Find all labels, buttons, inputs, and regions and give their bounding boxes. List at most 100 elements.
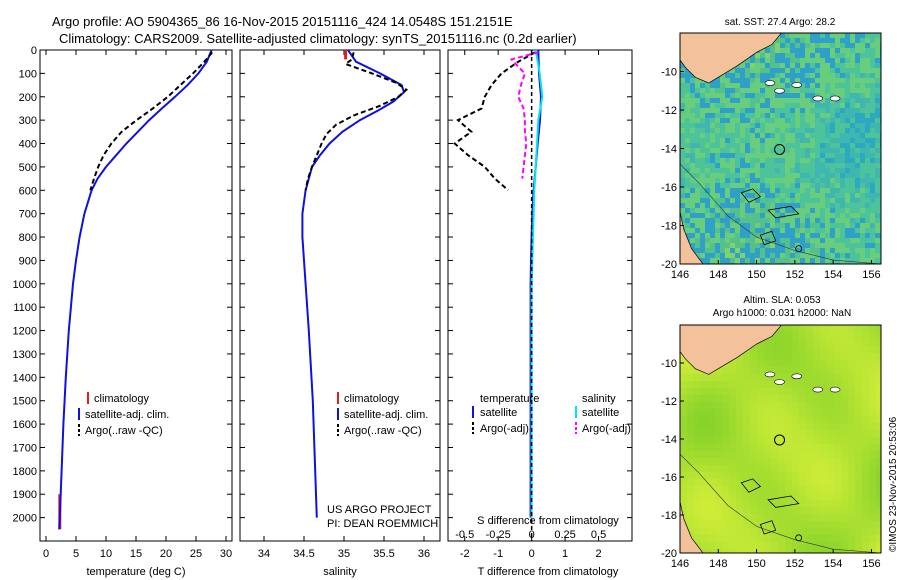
map-cell [876, 458, 881, 466]
map-cell [687, 423, 695, 431]
map-cell [834, 353, 842, 361]
map-cell [860, 193, 866, 199]
map-cell [687, 388, 695, 396]
map-cell [770, 148, 776, 154]
map-cell [680, 458, 688, 466]
map-cell [800, 98, 806, 104]
map-cell [785, 193, 791, 199]
map-cell [820, 103, 826, 109]
map-cell [735, 213, 741, 219]
argo-float-marker [774, 143, 786, 155]
map-cell [805, 213, 811, 219]
map-cell [850, 88, 856, 94]
map-cell [795, 143, 801, 149]
map-cell [875, 148, 881, 154]
map-cell [841, 332, 849, 340]
map-cell [860, 143, 866, 149]
map-cell [848, 325, 856, 333]
map-cell [875, 233, 881, 239]
map-cell [685, 83, 691, 89]
map-cell [840, 213, 846, 219]
map-cell [770, 158, 776, 164]
map-cell [795, 88, 801, 94]
map-cell [685, 108, 691, 114]
map-cell [715, 133, 721, 139]
map-cell [760, 123, 766, 129]
map-cell [827, 430, 835, 438]
map-cell [790, 198, 796, 204]
map-cell [695, 228, 701, 234]
map-cell [806, 332, 814, 340]
map-cell [813, 325, 821, 333]
map-cell [830, 133, 836, 139]
x-tick-label: 1 [562, 548, 568, 560]
map-cell [700, 128, 706, 134]
map-cell [799, 423, 807, 431]
map-cell [750, 158, 756, 164]
map-cell [820, 88, 826, 94]
map-cell [870, 238, 876, 244]
map-cell [765, 168, 771, 174]
map-cell [869, 409, 877, 417]
map-cell [780, 78, 786, 84]
map-cell [855, 123, 861, 129]
map-cell [715, 78, 721, 84]
map-cell [815, 83, 821, 89]
map-cell [862, 500, 870, 508]
map-cell [685, 88, 691, 94]
map-cell [705, 178, 711, 184]
map-cell [695, 173, 701, 179]
map-x-tick-label: 156 [862, 558, 880, 570]
map-cell [708, 381, 716, 389]
map-cell [813, 535, 821, 543]
map-cell [800, 83, 806, 89]
map-cell [770, 213, 776, 219]
map-cell [865, 68, 871, 74]
map-cell [830, 148, 836, 154]
map-cell [715, 208, 721, 214]
map-cell [680, 423, 688, 431]
map-cell [813, 451, 821, 459]
legend-argo-label: Argo(..raw -QC) [85, 425, 163, 437]
map-cell [685, 188, 691, 194]
map-cell [730, 98, 736, 104]
t-difference-xlabel: T difference from climatology [478, 566, 619, 578]
map-cell [735, 143, 741, 149]
map-cell [780, 173, 786, 179]
map-cell [760, 73, 766, 79]
map-cell [775, 108, 781, 114]
map-cell [845, 163, 851, 169]
map-cell [806, 339, 814, 347]
map-cell [862, 472, 870, 480]
map-cell [730, 133, 736, 139]
map-cell [680, 437, 688, 445]
map-cell [760, 148, 766, 154]
map-cell [775, 68, 781, 74]
map-cell [740, 83, 746, 89]
map-cell [694, 507, 702, 515]
map-cell [820, 339, 828, 347]
map-cell [785, 402, 793, 410]
map-cell [820, 223, 826, 229]
legend-s-argo-label: Argo(-adj) [582, 423, 631, 435]
map-cell [771, 374, 779, 382]
map-cell [820, 163, 826, 169]
map-cell [800, 218, 806, 224]
map-cell [850, 53, 856, 59]
map-cell [771, 451, 779, 459]
map-cell [869, 346, 877, 354]
map-cell [865, 78, 871, 84]
map-cell [757, 528, 765, 536]
map-cell [870, 103, 876, 109]
map-cell [848, 535, 856, 543]
map-cell [760, 138, 766, 144]
map-cell [855, 542, 863, 550]
map-cell [694, 521, 702, 529]
map-cell [785, 133, 791, 139]
map-cell [750, 238, 756, 244]
map-cell [695, 118, 701, 124]
map-cell [805, 68, 811, 74]
map-cell [845, 138, 851, 144]
map-cell [695, 223, 701, 229]
legend-satellite-label: satellite-adj. clim. [344, 409, 428, 421]
